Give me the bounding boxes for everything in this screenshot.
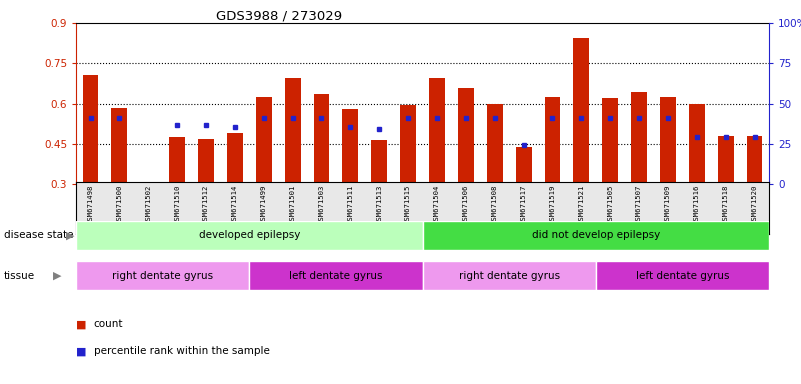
Bar [660, 97, 676, 184]
Text: GSM671512: GSM671512 [203, 185, 209, 224]
Bar [284, 78, 300, 184]
Text: GSM671521: GSM671521 [578, 185, 584, 224]
Text: GSM671518: GSM671518 [723, 185, 729, 224]
Text: GSM671520: GSM671520 [751, 185, 758, 224]
Bar [596, 261, 769, 290]
Bar [169, 137, 185, 184]
Text: GSM671502: GSM671502 [145, 185, 151, 224]
Bar [111, 108, 127, 184]
Bar [76, 261, 249, 290]
Text: left dentate gyrus: left dentate gyrus [289, 270, 383, 281]
Text: GSM671504: GSM671504 [434, 185, 440, 224]
Text: ■: ■ [76, 346, 87, 356]
Bar [429, 78, 445, 184]
Text: GSM671500: GSM671500 [116, 185, 123, 224]
Text: GSM671509: GSM671509 [665, 185, 671, 224]
Bar [487, 104, 503, 184]
Text: GSM671501: GSM671501 [290, 185, 296, 224]
Text: left dentate gyrus: left dentate gyrus [636, 270, 729, 281]
Text: GSM671513: GSM671513 [376, 185, 382, 224]
Bar [342, 109, 358, 184]
Text: ▶: ▶ [66, 230, 74, 240]
Bar [574, 38, 590, 184]
Text: GSM671505: GSM671505 [607, 185, 614, 224]
Bar [198, 139, 214, 184]
Text: GSM671514: GSM671514 [231, 185, 238, 224]
Bar [602, 98, 618, 184]
Text: GDS3988 / 273029: GDS3988 / 273029 [216, 10, 342, 23]
Bar [631, 92, 647, 184]
Text: GSM671511: GSM671511 [348, 185, 353, 224]
Bar [516, 147, 532, 184]
Text: tissue: tissue [4, 270, 35, 281]
Bar [545, 97, 561, 184]
Text: GSM671517: GSM671517 [521, 185, 526, 224]
Text: right dentate gyrus: right dentate gyrus [112, 270, 213, 281]
Text: ▶: ▶ [53, 270, 62, 281]
Bar [76, 221, 422, 250]
Text: GSM671499: GSM671499 [261, 185, 267, 224]
Bar [718, 136, 734, 184]
Bar [689, 104, 705, 184]
Bar [249, 261, 422, 290]
Text: GSM671510: GSM671510 [174, 185, 180, 224]
Text: GSM671503: GSM671503 [319, 185, 324, 224]
Text: GSM671507: GSM671507 [636, 185, 642, 224]
Text: disease state: disease state [4, 230, 74, 240]
Bar [458, 88, 473, 184]
Text: GSM671515: GSM671515 [405, 185, 411, 224]
Text: GSM671508: GSM671508 [492, 185, 497, 224]
Text: GSM671516: GSM671516 [694, 185, 700, 224]
Text: GSM671498: GSM671498 [87, 185, 94, 224]
Bar [422, 261, 596, 290]
Text: developed epilepsy: developed epilepsy [199, 230, 300, 240]
Bar [83, 76, 99, 184]
Text: GSM671519: GSM671519 [549, 185, 555, 224]
Bar [400, 105, 416, 184]
Bar [372, 140, 387, 184]
Bar [227, 133, 243, 184]
Text: percentile rank within the sample: percentile rank within the sample [94, 346, 270, 356]
Text: count: count [94, 319, 123, 329]
Text: right dentate gyrus: right dentate gyrus [459, 270, 560, 281]
Text: GSM671506: GSM671506 [463, 185, 469, 224]
Text: ■: ■ [76, 319, 87, 329]
Bar [747, 136, 763, 184]
Bar [256, 97, 272, 184]
Text: did not develop epilepsy: did not develop epilepsy [532, 230, 660, 240]
Bar [422, 221, 769, 250]
Bar [313, 94, 329, 184]
